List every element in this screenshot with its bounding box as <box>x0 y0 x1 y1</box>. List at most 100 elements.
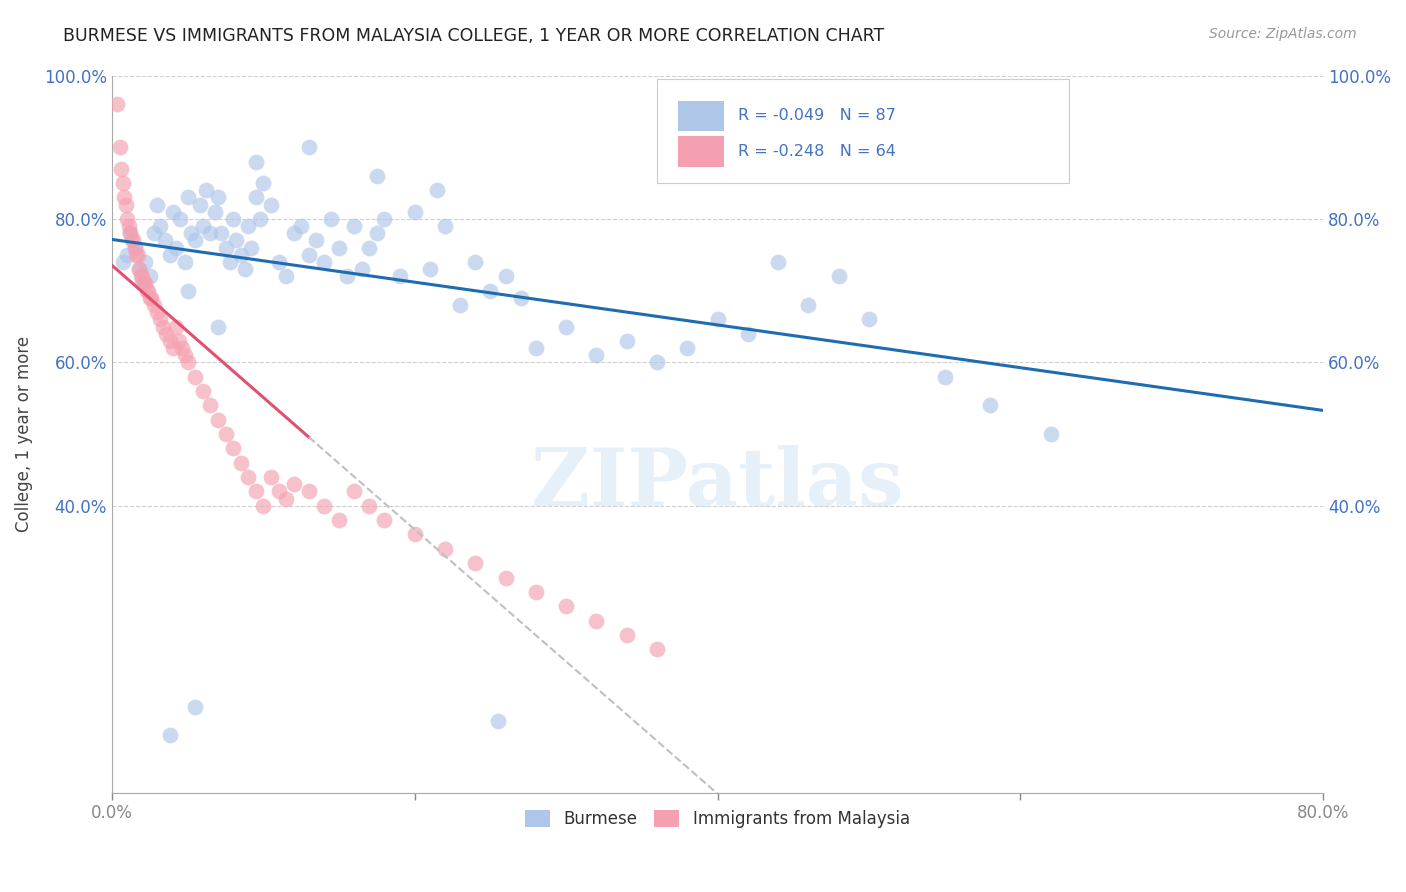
Point <box>121 234 143 248</box>
Point <box>249 211 271 226</box>
Point <box>343 219 366 233</box>
Point <box>229 248 252 262</box>
Point <box>131 277 153 291</box>
Point <box>245 484 267 499</box>
Point <box>214 241 236 255</box>
Point <box>350 262 373 277</box>
Point <box>486 714 509 728</box>
Point <box>373 211 395 226</box>
Point <box>388 269 411 284</box>
Point <box>426 183 449 197</box>
Point <box>267 484 290 499</box>
Point <box>120 227 142 241</box>
Point <box>283 477 305 491</box>
Point <box>143 227 166 241</box>
Point <box>616 628 638 642</box>
Point <box>524 341 547 355</box>
Point <box>312 255 335 269</box>
Point <box>112 190 135 204</box>
Point <box>184 699 207 714</box>
Point <box>229 456 252 470</box>
Point <box>797 298 820 312</box>
Point <box>290 219 312 233</box>
Point <box>359 499 381 513</box>
Point <box>645 642 668 657</box>
Point <box>120 227 142 241</box>
Point <box>204 204 226 219</box>
Text: Source: ZipAtlas.com: Source: ZipAtlas.com <box>1209 27 1357 41</box>
Point <box>283 227 305 241</box>
Point <box>188 197 211 211</box>
FancyBboxPatch shape <box>657 79 1069 183</box>
Point <box>149 312 172 326</box>
Legend: Burmese, Immigrants from Malaysia: Burmese, Immigrants from Malaysia <box>519 803 917 835</box>
Point <box>136 284 159 298</box>
Point <box>260 197 283 211</box>
Point <box>434 219 457 233</box>
Point <box>419 262 441 277</box>
Point <box>114 197 136 211</box>
Point <box>233 262 256 277</box>
Point <box>343 484 366 499</box>
Point <box>495 570 517 584</box>
Point <box>222 442 245 456</box>
Point <box>110 161 132 176</box>
Point <box>222 211 245 226</box>
Point <box>737 326 759 341</box>
Point <box>124 241 146 255</box>
Point <box>336 269 359 284</box>
Text: R = -0.248   N = 64: R = -0.248 N = 64 <box>738 144 896 159</box>
Point <box>555 319 578 334</box>
Point <box>464 255 486 269</box>
Point <box>312 499 335 513</box>
Point <box>240 241 263 255</box>
Point <box>162 204 184 219</box>
Point <box>305 234 328 248</box>
Point <box>219 255 242 269</box>
Point <box>169 211 191 226</box>
Point <box>165 319 187 334</box>
Point <box>141 291 163 305</box>
Point <box>200 398 222 412</box>
Point <box>366 169 388 183</box>
Point <box>298 484 321 499</box>
Point <box>111 255 134 269</box>
Point <box>1039 427 1062 442</box>
Point <box>479 284 502 298</box>
Point <box>149 219 172 233</box>
Point <box>173 348 195 362</box>
Point <box>676 341 699 355</box>
Point <box>184 234 207 248</box>
Point <box>176 284 198 298</box>
Point <box>267 255 290 269</box>
Point <box>143 298 166 312</box>
Point <box>585 348 607 362</box>
Bar <box>678 101 724 131</box>
Point <box>128 262 150 277</box>
Point <box>464 556 486 570</box>
Point <box>207 190 229 204</box>
Point <box>298 140 321 154</box>
Point <box>252 499 274 513</box>
Point <box>115 211 138 226</box>
Point <box>328 241 350 255</box>
Point <box>524 585 547 599</box>
Point <box>139 291 162 305</box>
Point <box>146 197 169 211</box>
Point <box>645 355 668 369</box>
Point <box>616 334 638 348</box>
Point <box>245 190 267 204</box>
Point <box>191 219 214 233</box>
Text: BURMESE VS IMMIGRANTS FROM MALAYSIA COLLEGE, 1 YEAR OR MORE CORRELATION CHART: BURMESE VS IMMIGRANTS FROM MALAYSIA COLL… <box>63 27 884 45</box>
Point <box>134 255 156 269</box>
Point <box>129 269 152 284</box>
Point <box>191 384 214 398</box>
Point <box>131 269 153 284</box>
Point <box>509 291 531 305</box>
Y-axis label: College, 1 year or more: College, 1 year or more <box>15 336 32 533</box>
Point <box>173 255 195 269</box>
Point <box>238 470 260 484</box>
Point <box>979 398 1001 412</box>
Point <box>153 234 176 248</box>
Point <box>934 369 956 384</box>
